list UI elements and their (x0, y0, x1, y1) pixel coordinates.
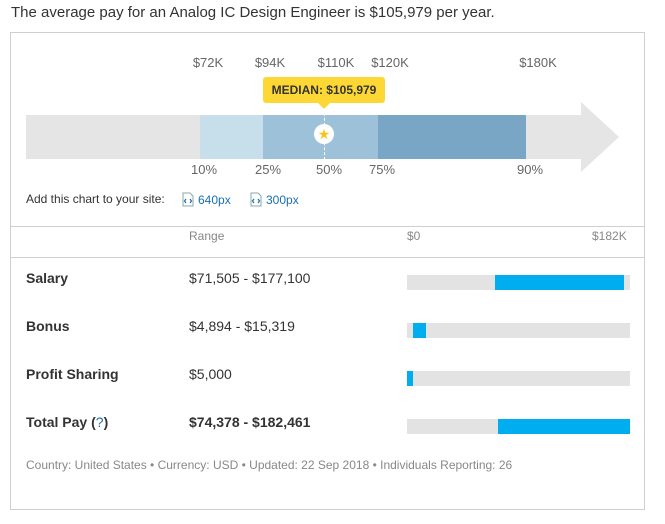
row-label-profit-sharing: Profit Sharing (26, 366, 119, 382)
top-tick-75: $120K (371, 55, 409, 70)
bottom-tick-10: 10% (190, 162, 218, 177)
header-divider (10, 257, 645, 258)
row-range-bonus: $4,894 - $15,319 (189, 318, 295, 334)
bottom-tick-90: 90% (516, 162, 544, 177)
median-marker: ★ (314, 124, 334, 144)
bonus-range-bar (407, 323, 630, 338)
page-headline: The average pay for an Analog IC Design … (11, 4, 495, 21)
row-label-total-pay: Total Pay (?) (26, 414, 109, 430)
total-pay-range-bar (407, 419, 630, 434)
median-badge: MEDIAN: $105,979 (263, 77, 385, 109)
range-column-header: Range (189, 229, 225, 243)
row-range-total-pay: $74,378 - $182,461 (189, 414, 311, 430)
row-range-salary: $71,505 - $177,100 (189, 270, 311, 286)
percentile-band-10-25 (200, 115, 263, 159)
total-pay-label: Total Pay (26, 414, 88, 430)
star-icon: ★ (317, 126, 331, 142)
top-tick-50: $110K (317, 55, 355, 70)
top-tick-25: $94K (254, 55, 286, 70)
embed-300px-label: 300px (266, 192, 299, 207)
row-label-bonus: Bonus (26, 318, 70, 334)
salary-range-bar (407, 275, 630, 290)
total-pay-help-link[interactable]: ? (95, 414, 104, 430)
code-icon (182, 192, 194, 207)
profit-sharing-range-fill (407, 371, 413, 386)
total-pay-range-fill (498, 419, 630, 434)
bottom-tick-25: 25% (254, 162, 282, 177)
bonus-range-fill (413, 323, 426, 338)
bottom-tick-50: 50% (315, 162, 343, 177)
section-divider (10, 226, 645, 227)
top-tick-90: $180K (519, 55, 557, 70)
scale-max-label: $182K (592, 229, 627, 243)
scale-min-label: $0 (407, 229, 421, 243)
profit-sharing-range-bar (407, 371, 630, 386)
salary-range-fill (495, 275, 624, 290)
embed-640px-link[interactable]: 640px (181, 192, 231, 207)
code-icon (250, 192, 262, 207)
row-range-profit-sharing: $5,000 (189, 366, 232, 382)
add-chart-label: Add this chart to your site: (26, 192, 165, 206)
report-footer: Country: United States • Currency: USD •… (26, 458, 513, 472)
embed-640px-label: 640px (198, 192, 231, 207)
percentile-band-75-90 (378, 115, 526, 159)
top-tick-10: $72K (192, 55, 224, 70)
embed-300px-link[interactable]: 300px (249, 192, 299, 207)
row-label-salary: Salary (26, 270, 69, 286)
bottom-tick-75: 75% (368, 162, 396, 177)
